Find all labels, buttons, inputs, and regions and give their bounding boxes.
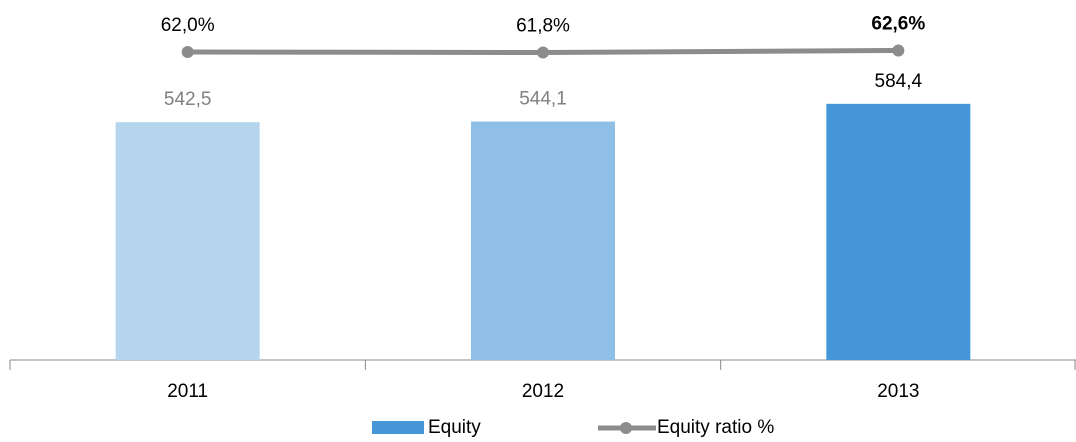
data-label: 62,6%	[871, 14, 925, 35]
legend-swatch	[372, 421, 424, 434]
bar	[826, 103, 971, 360]
legend-label: Equity	[428, 417, 481, 438]
x-tick-label: 2012	[522, 381, 564, 402]
bar	[115, 122, 260, 361]
legend-swatch	[620, 422, 632, 434]
data-label: 584,4	[875, 71, 923, 92]
line-point	[181, 46, 194, 58]
legend-label: Equity ratio %	[657, 417, 774, 438]
data-label: 542,5	[164, 89, 212, 110]
data-label: 62,0%	[161, 15, 215, 36]
line-point	[537, 46, 549, 59]
bar	[471, 121, 615, 360]
line-point	[892, 44, 905, 57]
data-label: 61,8%	[516, 16, 570, 37]
x-tick-label: 2013	[877, 381, 919, 402]
data-label: 544,1	[519, 89, 567, 110]
x-tick-label: 2011	[167, 381, 208, 402]
